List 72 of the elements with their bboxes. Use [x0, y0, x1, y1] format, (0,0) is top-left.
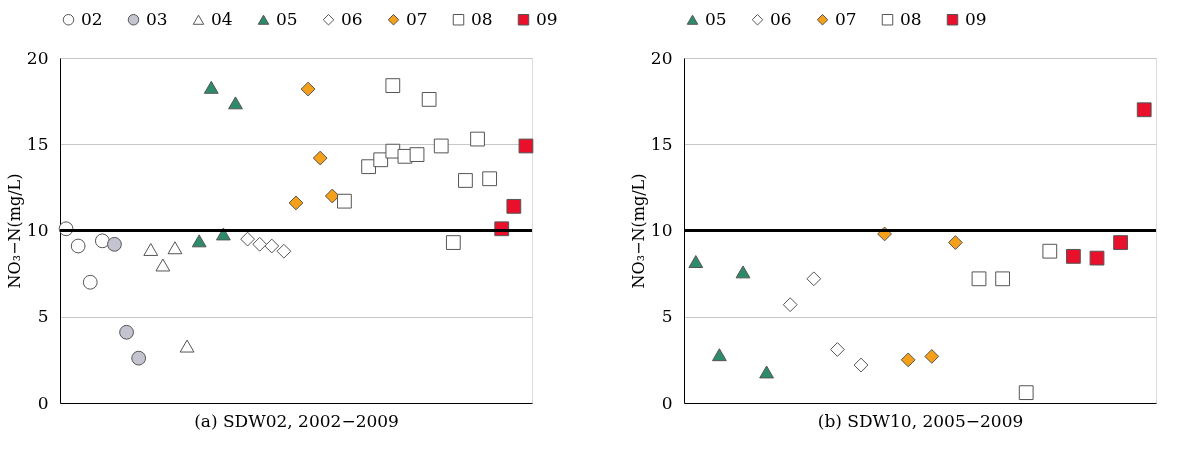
point: [1113, 235, 1128, 250]
point: [735, 265, 751, 279]
y-axis-title: NO₃−N(mg/L): [628, 173, 648, 289]
point: [228, 96, 243, 110]
point: [518, 138, 534, 154]
legend-label: 03: [146, 8, 168, 29]
legend-label: 09: [965, 8, 987, 29]
point: [924, 349, 940, 364]
point: [1136, 102, 1152, 118]
point: [155, 258, 171, 272]
y-tick-label: 20: [26, 47, 49, 68]
y-tick-label: 5: [37, 306, 49, 327]
legend-label: 06: [341, 8, 363, 29]
point: [1018, 385, 1034, 401]
y-tick-label: 10: [26, 220, 49, 240]
point: [506, 198, 522, 214]
point: [167, 241, 183, 255]
point: [759, 365, 774, 379]
legend-label: 09: [536, 8, 558, 29]
point: [215, 227, 231, 241]
point: [179, 339, 195, 353]
point: [482, 171, 498, 187]
point: [312, 150, 328, 166]
legend-label: 05: [276, 8, 298, 29]
point: [948, 235, 963, 250]
y-tick-label: 0: [37, 392, 49, 413]
y-tick-label: 0: [661, 392, 673, 413]
y-tick-label: 5: [661, 306, 673, 327]
legend-label: 05: [705, 8, 727, 29]
point: [995, 271, 1010, 287]
point: [1089, 250, 1105, 266]
point: [712, 348, 727, 362]
point: [470, 131, 485, 147]
point: [900, 352, 916, 368]
point: [94, 233, 110, 249]
point: [300, 81, 316, 97]
x-axis-title: (a) SDW02, 2002−2009: [194, 410, 399, 431]
point: [288, 195, 304, 211]
legend-label: 07: [406, 8, 428, 29]
legend-label: 08: [900, 8, 922, 29]
point: [337, 193, 352, 209]
y-tick-label: 15: [26, 133, 49, 154]
point: [203, 80, 219, 94]
y-tick-label: 15: [650, 133, 673, 154]
legend-label: 02: [81, 8, 103, 29]
legend-label: 07: [835, 8, 857, 29]
point: [458, 173, 473, 188]
point: [1042, 243, 1058, 259]
point: [82, 274, 98, 290]
point: [143, 243, 159, 256]
point: [409, 147, 425, 162]
x-axis-title: (b) SDW10, 2005−2009: [817, 410, 1024, 431]
legend-label: 04: [211, 8, 233, 29]
point: [433, 138, 449, 154]
point: [191, 234, 207, 248]
point: [1066, 248, 1081, 264]
point: [70, 238, 86, 254]
point: [373, 152, 389, 168]
legend-label: 06: [770, 8, 792, 29]
point: [385, 78, 401, 93]
legend-label: 08: [471, 8, 493, 29]
point: [421, 92, 437, 107]
point: [107, 236, 122, 252]
y-tick-label: 10: [650, 220, 673, 240]
point: [688, 255, 704, 269]
point: [324, 188, 340, 204]
point: [119, 324, 134, 340]
point: [131, 350, 147, 366]
point: [445, 235, 461, 250]
y-tick-label: 20: [650, 47, 673, 68]
y-axis-title: NO₃−N(mg/L): [4, 173, 24, 289]
point: [971, 271, 987, 287]
